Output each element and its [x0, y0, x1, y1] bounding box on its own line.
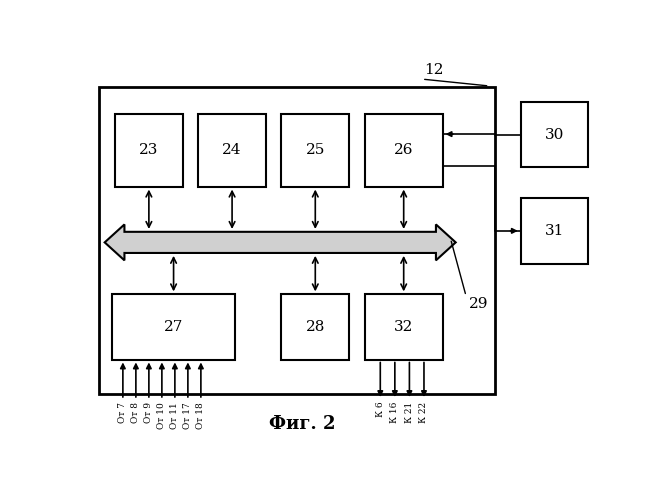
Bar — [99, 87, 495, 394]
Text: 24: 24 — [222, 143, 242, 157]
Text: От 9: От 9 — [144, 402, 154, 423]
Text: От 10: От 10 — [158, 402, 166, 429]
Text: К 21: К 21 — [405, 402, 414, 423]
Text: От 11: От 11 — [170, 402, 179, 429]
Text: 32: 32 — [394, 320, 413, 334]
Text: От 18: От 18 — [197, 402, 205, 429]
Text: Фиг. 2: Фиг. 2 — [269, 415, 336, 433]
Bar — [282, 114, 349, 187]
Text: К 16: К 16 — [391, 402, 399, 423]
Text: От 7: От 7 — [118, 402, 127, 423]
Text: От 8: От 8 — [132, 402, 140, 423]
Bar — [199, 114, 266, 187]
Bar — [282, 294, 349, 360]
Bar — [365, 114, 443, 187]
Bar — [115, 114, 183, 187]
Text: 12: 12 — [425, 63, 444, 77]
Text: К 6: К 6 — [376, 402, 384, 418]
Text: 29: 29 — [468, 297, 488, 311]
Text: 31: 31 — [545, 224, 564, 238]
Text: 27: 27 — [164, 320, 183, 334]
Bar — [521, 198, 588, 263]
Text: 25: 25 — [305, 143, 325, 157]
Polygon shape — [105, 225, 456, 260]
Bar — [113, 294, 235, 360]
Text: 23: 23 — [139, 143, 158, 157]
Bar — [365, 294, 443, 360]
Text: 26: 26 — [394, 143, 413, 157]
Text: К 22: К 22 — [419, 402, 429, 423]
Text: 28: 28 — [305, 320, 325, 334]
Text: 30: 30 — [545, 128, 564, 142]
Text: От 17: От 17 — [183, 402, 193, 429]
Bar — [521, 102, 588, 168]
